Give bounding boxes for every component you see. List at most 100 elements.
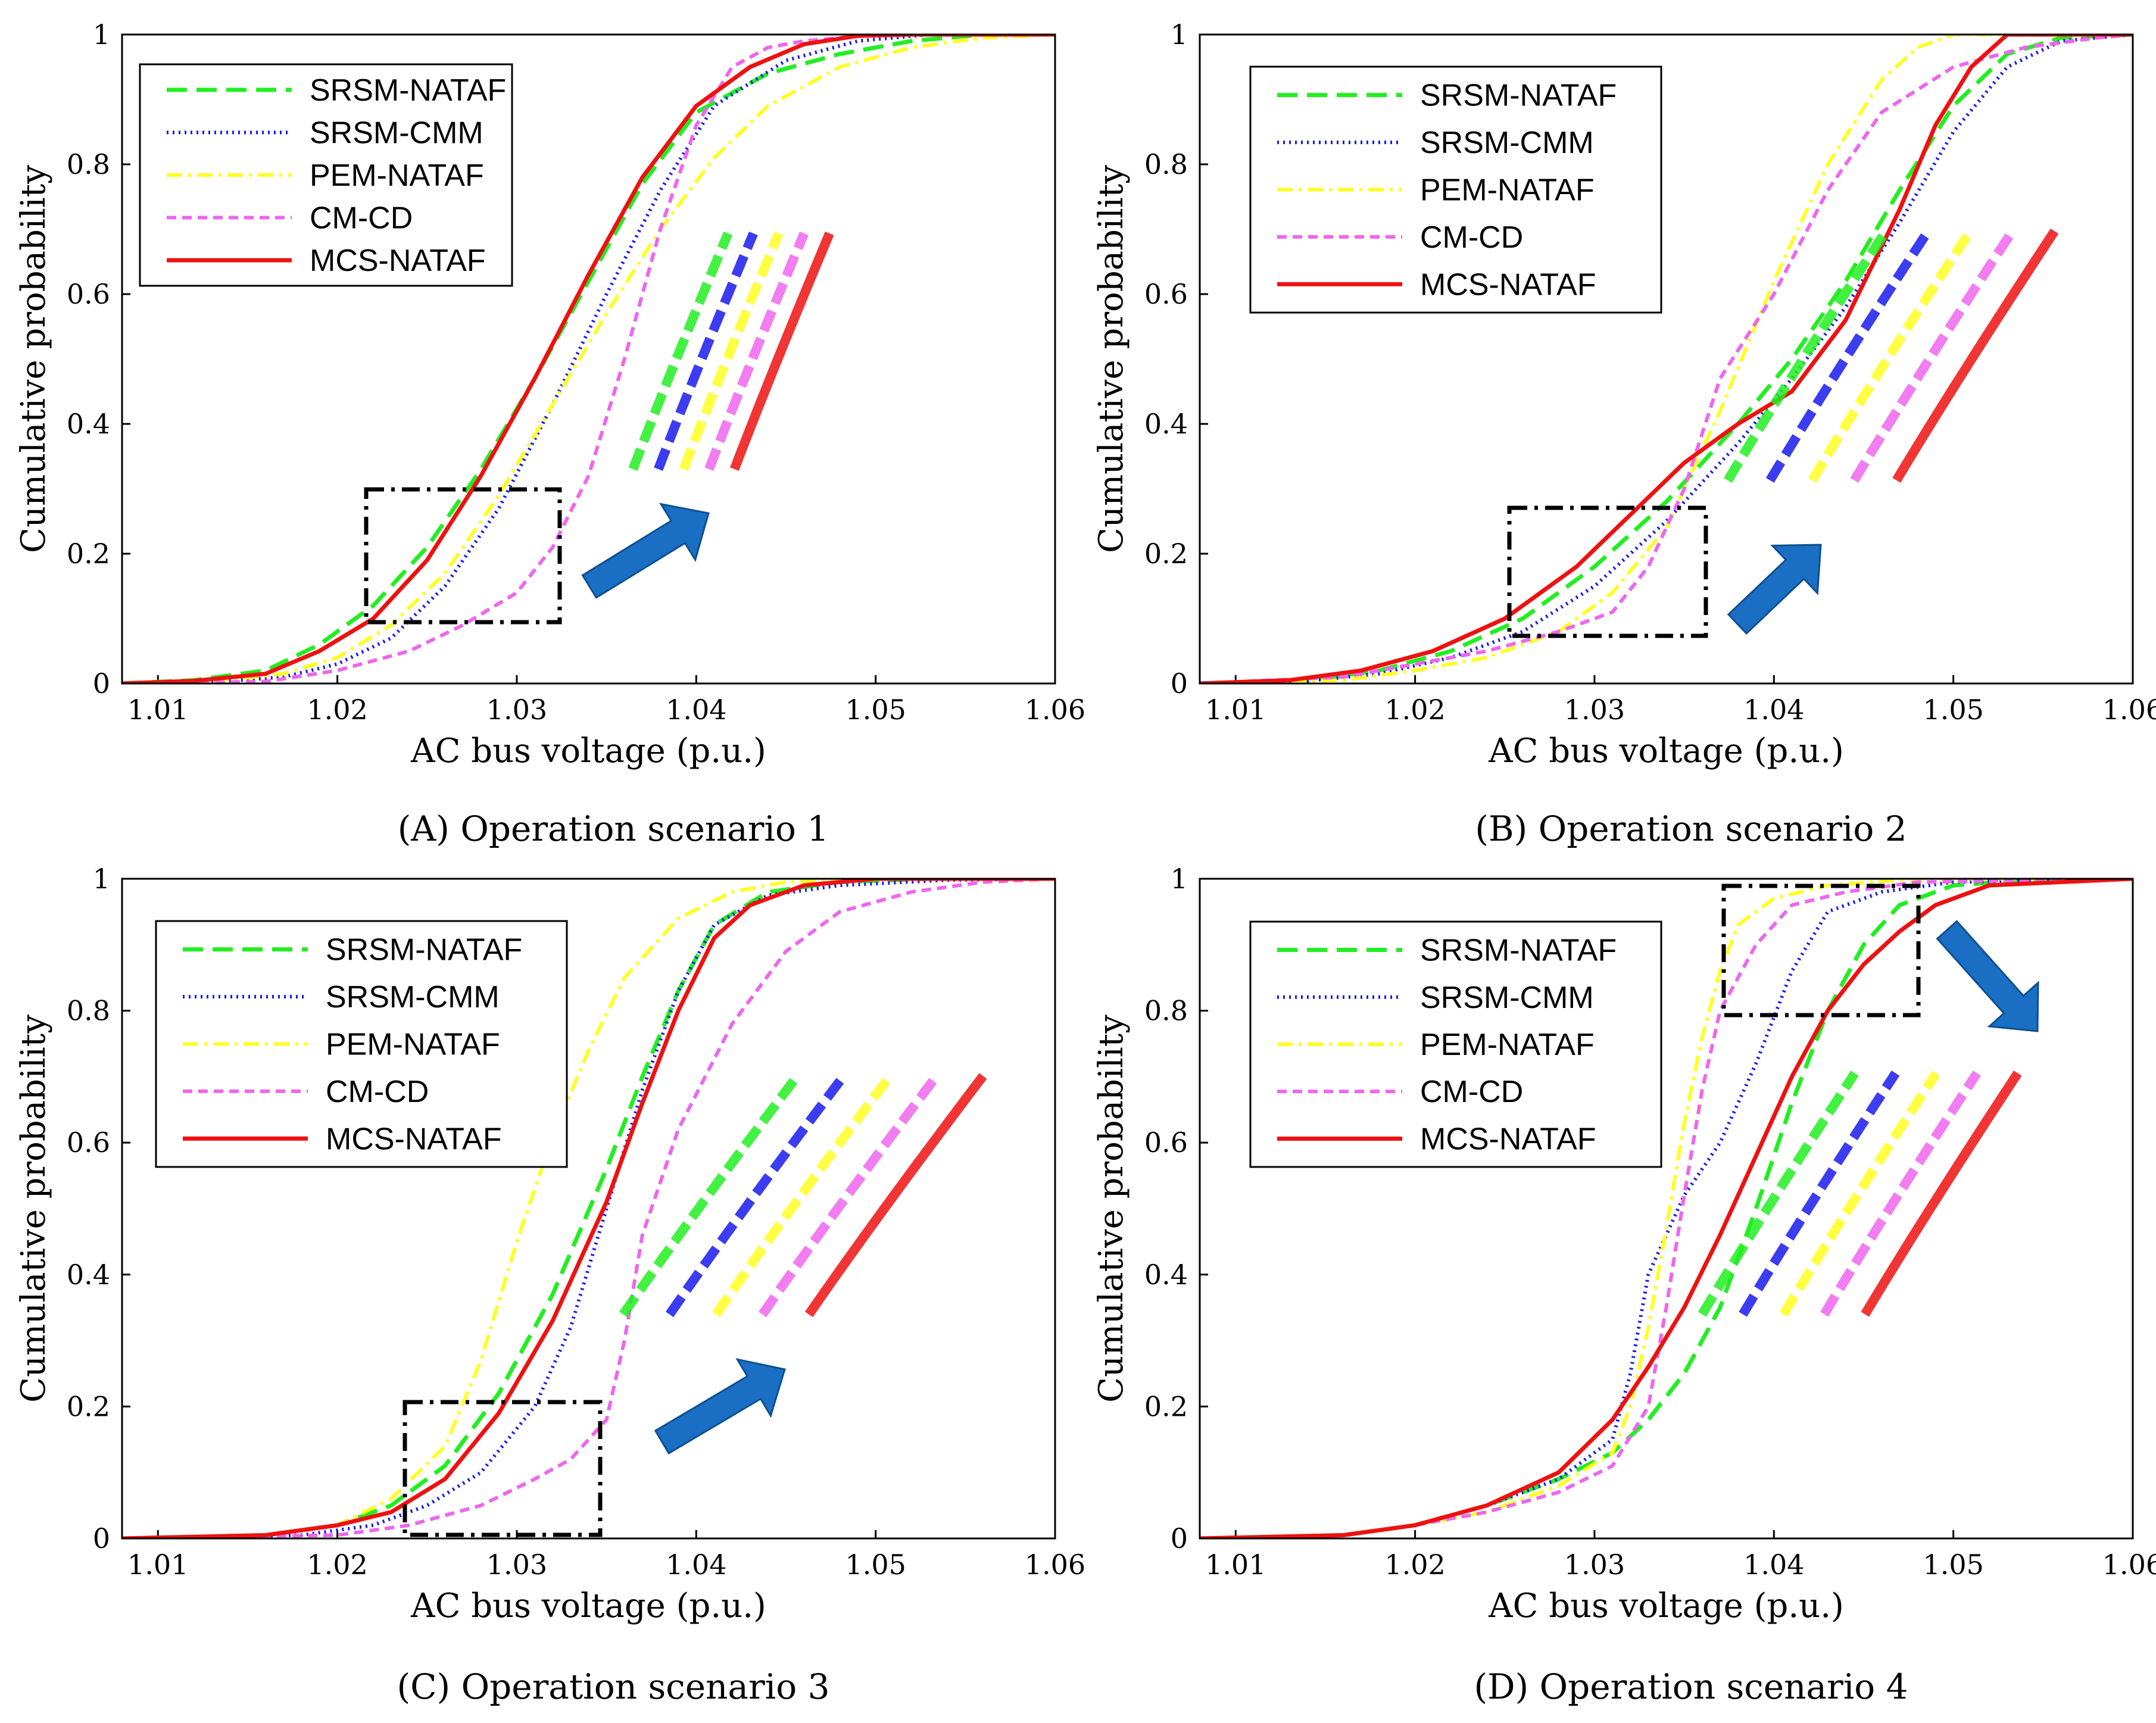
legend-label-srsm-nataf: SRSM-NATAF xyxy=(310,73,506,108)
x-tick-label: 1.03 xyxy=(486,1549,547,1581)
legend: SRSM-NATAF SRSM-CMM PEM-NATAF CM-CD MCS-NATA… xyxy=(139,63,513,287)
inset-line-mcs-nataf xyxy=(729,231,834,471)
legend-label-pem-nataf: PEM-NATAF xyxy=(1420,173,1595,208)
x-tick-label: 1.03 xyxy=(1564,1549,1625,1581)
series-line-cm-cd xyxy=(122,879,1055,1538)
x-axis-label: AC bus voltage (p.u.) xyxy=(410,732,766,770)
series-group xyxy=(1200,35,2133,683)
zoom-box xyxy=(403,1400,603,1537)
y-tick-label: 0.8 xyxy=(67,148,110,180)
series-line-mcs-nataf xyxy=(122,35,1055,683)
x-tick-label: 1.01 xyxy=(127,694,188,726)
x-tick-label: 1.02 xyxy=(1384,1549,1445,1581)
inset-line-pem-nataf xyxy=(712,1073,894,1318)
zoom-box xyxy=(364,487,562,625)
y-axis-label: Cumulative probability xyxy=(14,1015,53,1403)
x-axis-label: AC bus voltage (p.u.) xyxy=(1488,1587,1844,1625)
series-line-cm-cd xyxy=(122,35,1055,683)
y-tick-label: 0.4 xyxy=(67,408,110,440)
legend: SRSM-NATAF SRSM-CMM PEM-NATAF CM-CD MCS-NATA… xyxy=(155,920,568,1168)
x-axis-label: AC bus voltage (p.u.) xyxy=(1488,732,1844,770)
inset-line-mcs-nataf xyxy=(1861,1070,2022,1317)
series-group xyxy=(1200,879,2133,1538)
zoom-box xyxy=(1721,884,1921,1017)
x-tick-label: 1.04 xyxy=(1743,694,1804,726)
series-line-srsm-nataf xyxy=(1200,35,2133,683)
y-tick-label: 1 xyxy=(93,18,110,51)
legend-label-pem-nataf: PEM-NATAF xyxy=(326,1028,500,1062)
inset-line-srsm-cmm xyxy=(654,231,758,471)
panel-c: (C) Operation scenario 3 1.01 1.02 1.03 1.0… xyxy=(14,863,1085,1707)
legend-label-mcs-nataf: MCS-NATAF xyxy=(326,1122,502,1156)
panel-a: (A) Operation scenario 1 1.01 1.02 1.03 1.0… xyxy=(14,18,1085,849)
inset-line-srsm-nataf xyxy=(1698,1070,1859,1317)
x-tick-label: 1.02 xyxy=(307,1549,367,1581)
blue-arrow-up-right xyxy=(654,1358,786,1454)
x-tick-label: 1.06 xyxy=(2102,1549,2156,1581)
legend-label-srsm-cmm: SRSM-CMM xyxy=(1420,126,1594,160)
y-tick-label: 0.2 xyxy=(67,538,110,570)
legend-label-cm-cd: CM-CD xyxy=(310,201,413,236)
y-tick-label: 0 xyxy=(1171,1522,1188,1555)
panel-caption: (C) Operation scenario 3 xyxy=(397,1666,830,1707)
inset-line-cm-cd xyxy=(1820,1070,1982,1317)
y-tick-label: 0.2 xyxy=(1144,1390,1188,1422)
y-tick-label: 1 xyxy=(1171,18,1188,51)
series-line-mcs-nataf xyxy=(1200,35,2133,683)
legend-label-mcs-nataf: MCS-NATAF xyxy=(1420,267,1596,302)
blue-arrow-down-right xyxy=(1936,920,2039,1032)
x-tick-label: 1.01 xyxy=(1205,1549,1266,1581)
legend-label-srsm-cmm: SRSM-CMM xyxy=(1420,981,1594,1015)
y-tick-label: 0.2 xyxy=(1144,538,1188,570)
y-tick-label: 1 xyxy=(93,863,110,895)
inset-line-cm-cd xyxy=(758,1073,941,1318)
x-tick-label: 1.03 xyxy=(486,694,547,726)
panel-b: (B) Operation scenario 2 1.01 1.02 1.03 1.0… xyxy=(1092,18,2156,849)
legend-label-srsm-nataf: SRSM-NATAF xyxy=(326,933,522,967)
axes-frame xyxy=(121,878,1056,1540)
legend-label-cm-cd: CM-CD xyxy=(1420,220,1523,255)
panel-caption: (B) Operation scenario 2 xyxy=(1475,809,1907,849)
inset-line-pem-nataf xyxy=(1808,228,1974,483)
y-tick-label: 0.6 xyxy=(67,1126,110,1159)
y-tick-label: 0.4 xyxy=(1144,1259,1188,1291)
x-tick-label: 1.02 xyxy=(307,694,367,726)
legend-label-srsm-nataf: SRSM-NATAF xyxy=(1420,934,1617,968)
series-line-srsm-cmm xyxy=(122,35,1055,683)
y-tick-label: 0.4 xyxy=(1144,408,1188,440)
legend-label-srsm-cmm: SRSM-CMM xyxy=(326,980,500,1015)
y-tick-label: 0.6 xyxy=(67,278,110,310)
x-tick-label: 1.01 xyxy=(127,1549,188,1581)
series-line-cm-cd xyxy=(1200,35,2133,683)
series-line-pem-nataf xyxy=(1200,35,2133,683)
inset-line-srsm-nataf xyxy=(628,231,733,471)
inset-line-cm-cd xyxy=(704,231,809,471)
series-line-srsm-cmm xyxy=(1200,879,2133,1538)
legend-label-cm-cd: CM-CD xyxy=(1420,1075,1523,1109)
legend-label-srsm-nataf: SRSM-NATAF xyxy=(1420,79,1617,113)
x-tick-label: 1.04 xyxy=(666,694,726,726)
series-line-srsm-nataf xyxy=(1200,879,2133,1538)
legend: SRSM-NATAF SRSM-CMM PEM-NATAF CM-CD MCS-NATA… xyxy=(1249,920,1662,1168)
series-line-mcs-nataf xyxy=(1200,879,2133,1538)
legend: SRSM-NATAF SRSM-CMM PEM-NATAF CM-CD MCS-NATA… xyxy=(1249,65,1662,314)
inset-line-srsm-cmm xyxy=(1765,228,1932,483)
zoom-inset xyxy=(1698,1070,2022,1317)
inset-line-srsm-cmm xyxy=(665,1073,848,1318)
x-tick-label: 1.02 xyxy=(1384,694,1445,726)
x-tick-label: 1.06 xyxy=(1025,694,1085,726)
axes-frame xyxy=(1199,33,2134,685)
legend-label-cm-cd: CM-CD xyxy=(326,1075,429,1109)
y-tick-label: 0 xyxy=(1171,667,1188,700)
x-tick-label: 1.04 xyxy=(666,1549,726,1581)
inset-line-mcs-nataf xyxy=(1892,228,2059,483)
series-line-mcs-nataf xyxy=(122,879,1055,1538)
x-tick-label: 1.04 xyxy=(1743,1549,1804,1581)
x-tick-label: 1.06 xyxy=(2102,694,2156,726)
legend-label-mcs-nataf: MCS-NATAF xyxy=(310,244,486,278)
y-tick-label: 0.2 xyxy=(67,1390,110,1422)
y-tick-label: 0 xyxy=(93,667,110,700)
y-tick-label: 1 xyxy=(1171,863,1188,895)
inset-line-pem-nataf xyxy=(1779,1070,1940,1317)
axes-frame xyxy=(1199,878,2134,1540)
